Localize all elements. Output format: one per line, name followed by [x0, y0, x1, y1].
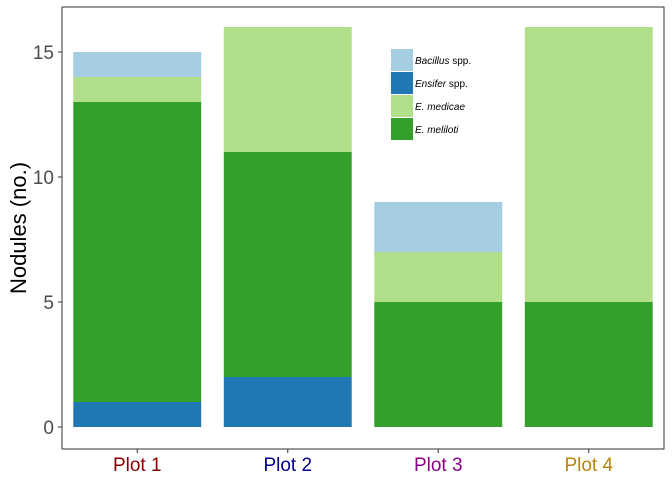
bar-plot-1-ensifer-spp: [73, 402, 202, 427]
y-tick-label-5: 5: [43, 293, 54, 314]
bar-plot-2-e-medicae: [223, 27, 352, 152]
x-axis: Plot 1 Plot 2 Plot 3 Plot 4: [113, 449, 613, 476]
bar-plot-1-e-meliloti: [73, 102, 202, 402]
bars-layer: [73, 27, 653, 427]
legend: Bacillus spp. Ensifer spp. E. medicae E. me…: [391, 49, 471, 140]
bar-plot-1-bacillus-spp: [73, 52, 202, 77]
legend-label-bacillus-spp: Bacillus spp.: [415, 56, 471, 67]
bar-plot-4-e-meliloti: [524, 302, 653, 427]
bar-plot-2-e-meliloti: [223, 152, 352, 377]
y-tick-label-15: 15: [33, 43, 54, 64]
panel-border: [61, 6, 665, 450]
bar-plot-3-e-meliloti: [374, 302, 503, 427]
x-tick-label-plot-2: Plot 2: [263, 455, 312, 476]
x-tick-label-plot-3: Plot 3: [414, 455, 463, 476]
bar-plot-2-ensifer-spp: [223, 377, 352, 427]
legend-key-ensifer-spp: [391, 72, 413, 94]
bar-plot-4-e-medicae: [524, 27, 653, 302]
legend-label-ensifer-spp: Ensifer spp.: [415, 79, 468, 90]
legend-key-bacillus-spp: [391, 49, 413, 71]
legend-key-e-meliloti: [391, 118, 413, 140]
y-tick-label-0: 0: [43, 418, 54, 439]
y-axis: 0 5 10 15: [33, 43, 62, 439]
legend-label-e-meliloti: E. meliloti: [415, 125, 459, 136]
bar-plot-3-bacillus-spp: [374, 202, 503, 252]
bar-plot-3-e-medicae: [374, 252, 503, 302]
x-tick-label-plot-1: Plot 1: [113, 455, 162, 476]
y-tick-label-10: 10: [33, 168, 54, 189]
y-axis-title: Nodules (no.): [6, 162, 31, 294]
legend-key-e-medicae: [391, 95, 413, 117]
x-tick-label-plot-4: Plot 4: [564, 455, 613, 476]
bar-plot-1-e-medicae: [73, 77, 202, 102]
legend-label-e-medicae: E. medicae: [415, 102, 465, 113]
